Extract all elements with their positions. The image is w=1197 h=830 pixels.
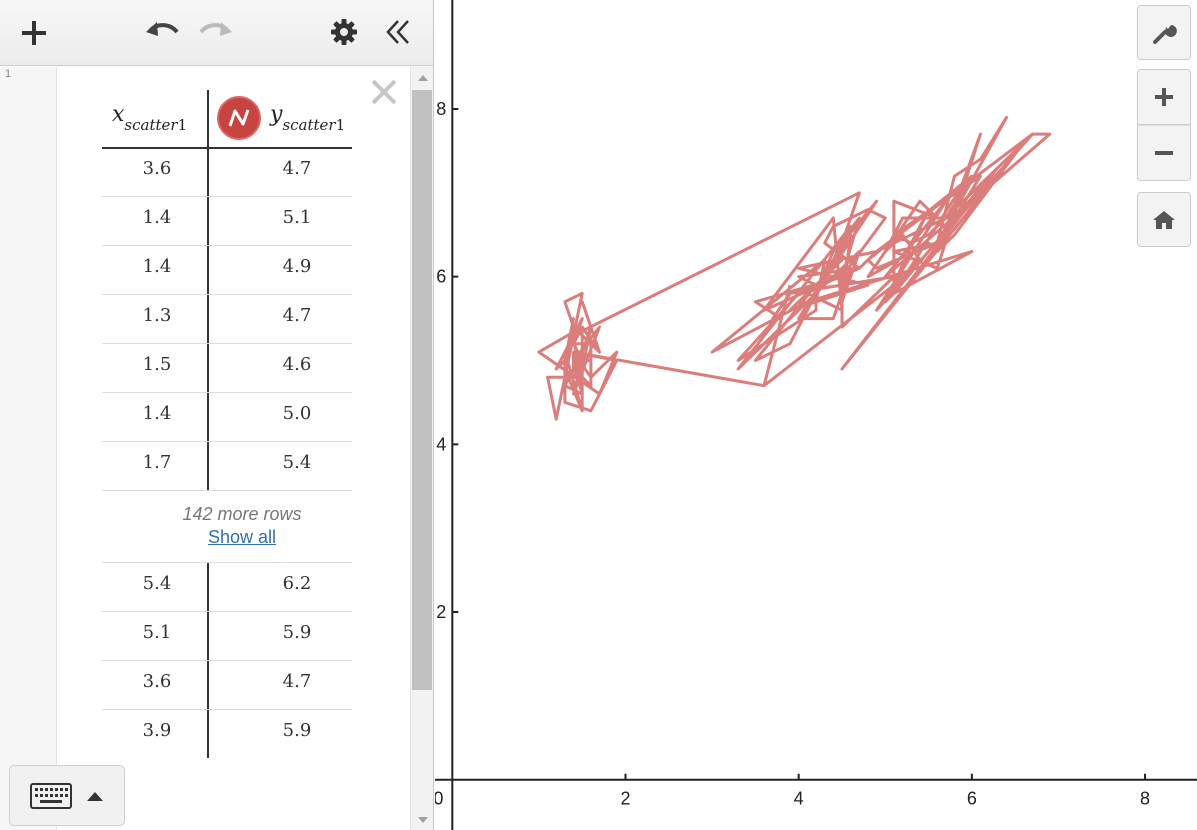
row-divider <box>102 562 352 563</box>
y-tick-label: 4 <box>436 434 446 454</box>
y-tick-label: 2 <box>436 602 446 622</box>
expression-toolbar <box>0 0 433 66</box>
delete-expression-button[interactable] <box>364 72 404 112</box>
series-line <box>537 115 1052 421</box>
settings-button[interactable] <box>324 13 364 51</box>
x-header-num: 1 <box>177 116 188 135</box>
home-icon <box>1153 210 1175 229</box>
y-tick-label: 6 <box>436 267 446 287</box>
minus-icon <box>1155 151 1173 155</box>
default-viewport-button[interactable] <box>1137 192 1191 247</box>
header-divider <box>102 147 352 149</box>
table-cell-y[interactable]: 5.4 <box>282 452 312 473</box>
plus-icon <box>22 21 46 45</box>
zoom-in-button[interactable] <box>1137 69 1191 125</box>
series-style-icon[interactable] <box>217 96 261 140</box>
collapse-panel-button[interactable] <box>378 13 418 51</box>
show-all-link[interactable]: Show all <box>207 527 277 547</box>
expression-index: 1 <box>5 68 12 80</box>
undo-icon <box>146 22 179 36</box>
table-cell-x[interactable]: 5.4 <box>142 573 172 594</box>
graph-plot[interactable]: 0 2 4 6 8 2 4 6 8 <box>435 0 1197 830</box>
caret-up-icon <box>87 791 103 801</box>
x-tick-label: 6 <box>967 789 977 809</box>
redo-icon <box>199 22 232 36</box>
table-cell-y[interactable]: 4.7 <box>282 305 312 326</box>
table-cell-x[interactable]: 1.4 <box>142 403 172 424</box>
graph-canvas[interactable]: 0 2 4 6 8 2 4 6 8 <box>435 0 1197 830</box>
more-rows-text: 142 more rows <box>182 504 302 524</box>
triangle-down-icon <box>418 817 428 823</box>
table-cell-y[interactable]: 4.7 <box>282 671 312 692</box>
row-divider <box>102 392 352 393</box>
table-cell-x[interactable]: 1.5 <box>142 354 172 375</box>
row-divider <box>102 294 352 295</box>
row-divider <box>102 441 352 442</box>
plus-icon <box>1155 88 1173 106</box>
row-divider <box>102 245 352 246</box>
x-header-sub: scatter <box>124 116 178 135</box>
table-cell-x[interactable]: 1.4 <box>142 207 172 228</box>
table-cell-x[interactable]: 1.3 <box>142 305 172 326</box>
table-cell-y[interactable]: 5.9 <box>282 622 312 643</box>
table-cell-x[interactable]: 1.7 <box>142 452 172 473</box>
row-divider <box>102 196 352 197</box>
double-chevron-left-icon <box>386 20 409 44</box>
wrench-icon <box>1153 24 1177 44</box>
table-cell-y[interactable]: 4.9 <box>282 256 312 277</box>
column-divider-top <box>207 90 209 490</box>
scroll-up-arrow[interactable] <box>411 70 433 86</box>
table-cell-y[interactable]: 5.0 <box>282 403 312 424</box>
gear-icon <box>331 19 357 45</box>
expression-scrollbar[interactable] <box>410 66 433 830</box>
table-cell-x[interactable]: 3.9 <box>142 720 172 741</box>
table-cell-x[interactable]: 3.6 <box>142 158 172 179</box>
x-column-header[interactable]: xscatter1 <box>112 102 187 134</box>
keyboard-icon <box>30 782 72 809</box>
triangle-up-icon <box>418 75 428 81</box>
row-divider <box>102 709 352 710</box>
close-icon <box>371 79 397 105</box>
table-cell-x[interactable]: 5.1 <box>142 622 172 643</box>
row-divider <box>102 490 352 491</box>
table-cell-x[interactable]: 1.4 <box>142 256 172 277</box>
row-divider <box>102 611 352 612</box>
x-tick-label: 4 <box>794 789 804 809</box>
y-header-var: y <box>270 102 283 127</box>
redo-button[interactable] <box>196 14 236 50</box>
row-divider <box>102 343 352 344</box>
table-cell-y[interactable]: 6.2 <box>282 573 312 594</box>
table-cell-x[interactable]: 3.6 <box>142 671 172 692</box>
expression-panel: 1 xscatter1 yscatter1 3.6 4.7 1.4 5.1 <box>0 0 434 830</box>
x-tick-label: 8 <box>1140 789 1150 809</box>
scrollbar-thumb[interactable] <box>412 90 432 690</box>
y-header-sub: scatter <box>282 116 336 135</box>
x-tick-label: 0 <box>435 789 443 809</box>
undo-button[interactable] <box>142 14 182 50</box>
x-header-var: x <box>112 102 125 127</box>
y-tick-label: 8 <box>436 99 446 119</box>
table-cell-y[interactable]: 5.1 <box>282 207 312 228</box>
table-cell-y[interactable]: 5.9 <box>282 720 312 741</box>
keyboard-toggle-button[interactable] <box>9 765 125 826</box>
add-item-button[interactable] <box>14 14 54 52</box>
row-divider <box>102 660 352 661</box>
line-style-icon <box>228 109 250 127</box>
graph-settings-button[interactable] <box>1137 5 1191 60</box>
expression-gutter <box>0 67 57 830</box>
y-header-num: 1 <box>335 116 346 135</box>
table-cell-y[interactable]: 4.6 <box>282 354 312 375</box>
zoom-out-button[interactable] <box>1137 125 1191 181</box>
y-column-header[interactable]: yscatter1 <box>270 102 345 134</box>
x-tick-label: 2 <box>620 789 630 809</box>
scroll-down-arrow[interactable] <box>411 812 433 828</box>
table-cell-y[interactable]: 4.7 <box>282 158 312 179</box>
